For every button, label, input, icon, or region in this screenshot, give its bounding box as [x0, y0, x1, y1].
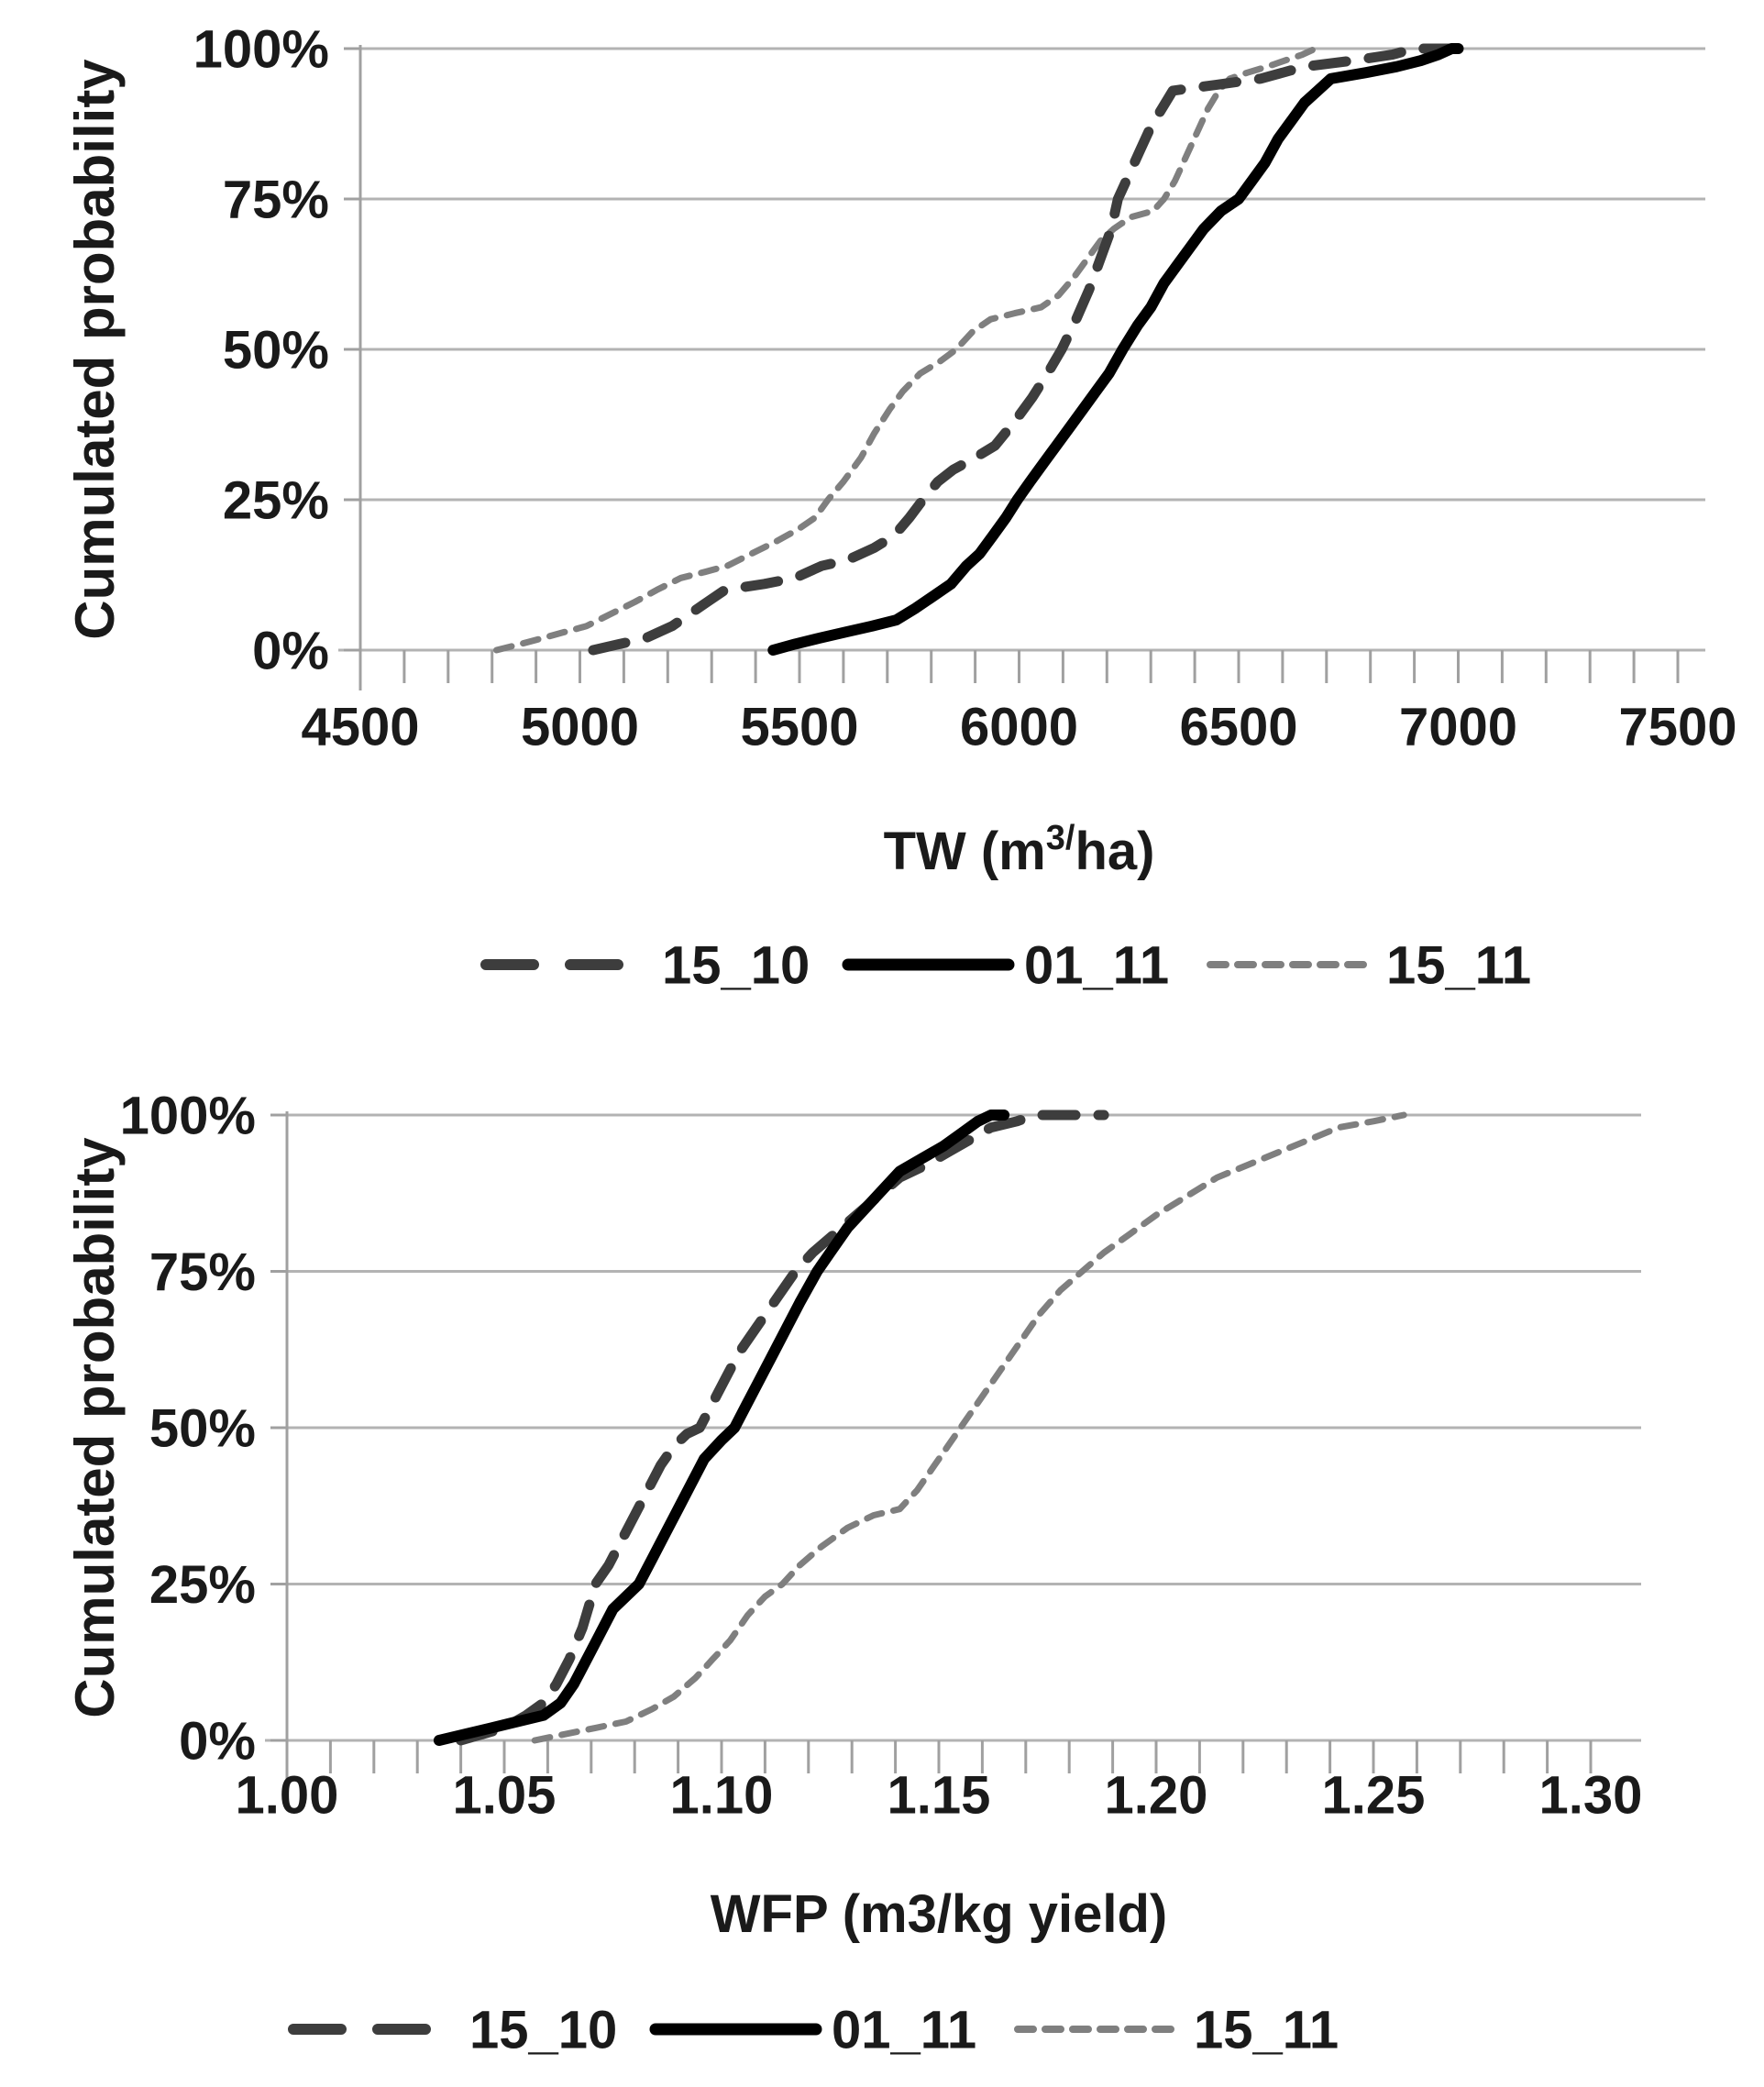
- y-tick-label: 75%: [149, 1242, 256, 1302]
- wfp-chart: 0% 25% 50% 75% 100% 1.00 1.05 1.10 1.15 1.20 1.25 1…: [0, 1059, 1764, 2087]
- x-tick-label: 1.00: [236, 1765, 339, 1825]
- legend-label-15_10: 15_10: [469, 2000, 617, 2059]
- wfp-chart-svg: 0% 25% 50% 75% 100% 1.00 1.05 1.10 1.15 1.20 1.25 1…: [64, 1086, 1643, 2059]
- legend-label-15_10: 15_10: [662, 935, 810, 995]
- legend-label-01_11: 01_11: [832, 2000, 976, 2059]
- series-15_10: [456, 1110, 1109, 1746]
- tw-chart-svg: 0% 25% 50% 75% 100% 4500 5000 5500 6000 6500 7000 7…: [64, 19, 1737, 995]
- y-tick-label: 75%: [223, 170, 329, 229]
- x-tick-label: 7500: [1618, 697, 1736, 756]
- y-tick-label: 100%: [193, 19, 329, 79]
- x-tick-label: 1.20: [1105, 1765, 1208, 1825]
- y-tick-label: 0%: [179, 1711, 256, 1771]
- x-axis-title: TW (m3/ha): [884, 819, 1155, 881]
- x-tick-label: 4500: [301, 697, 419, 756]
- x-tick-label: 1.15: [888, 1765, 991, 1825]
- x-tick-label: 6000: [960, 697, 1078, 756]
- series-15_10: [588, 43, 1457, 656]
- series-01_11: [767, 43, 1464, 656]
- x-tick-label: 5000: [521, 697, 639, 756]
- x-tick-label: 1.30: [1539, 1765, 1643, 1825]
- y-axis-title: Cumulated probability: [64, 59, 126, 640]
- x-tick-label: 1.05: [453, 1765, 557, 1825]
- legend-label-01_11: 01_11: [1024, 935, 1169, 995]
- series-15_11: [493, 45, 1319, 654]
- y-tick-label: 25%: [223, 470, 329, 530]
- y-tick-label: 50%: [149, 1398, 256, 1458]
- y-axis-title: Cumulated probability: [64, 1137, 126, 1718]
- y-tick-label: 50%: [223, 320, 329, 380]
- legend-label-15_11: 15_11: [1194, 2000, 1339, 2059]
- series-01_11: [433, 1110, 1010, 1746]
- y-tick-label: 25%: [149, 1555, 256, 1615]
- x-tick-label: 1.25: [1322, 1765, 1426, 1825]
- series-15_11: [531, 1111, 1407, 1744]
- x-tick-label: 6500: [1179, 697, 1297, 756]
- tw-chart: 0% 25% 50% 75% 100% 4500 5000 5500 6000 6500 7000 7…: [64, 19, 1737, 995]
- x-tick-label: 5500: [740, 697, 858, 756]
- x-axis-title: WFP (m3/kg yield): [711, 1884, 1167, 1944]
- y-tick-label: 100%: [120, 1086, 256, 1145]
- legend-label-15_11: 15_11: [1386, 935, 1531, 995]
- x-tick-label: 1.10: [670, 1765, 774, 1825]
- x-tick-label: 7000: [1399, 697, 1517, 756]
- y-tick-label: 0%: [252, 621, 329, 680]
